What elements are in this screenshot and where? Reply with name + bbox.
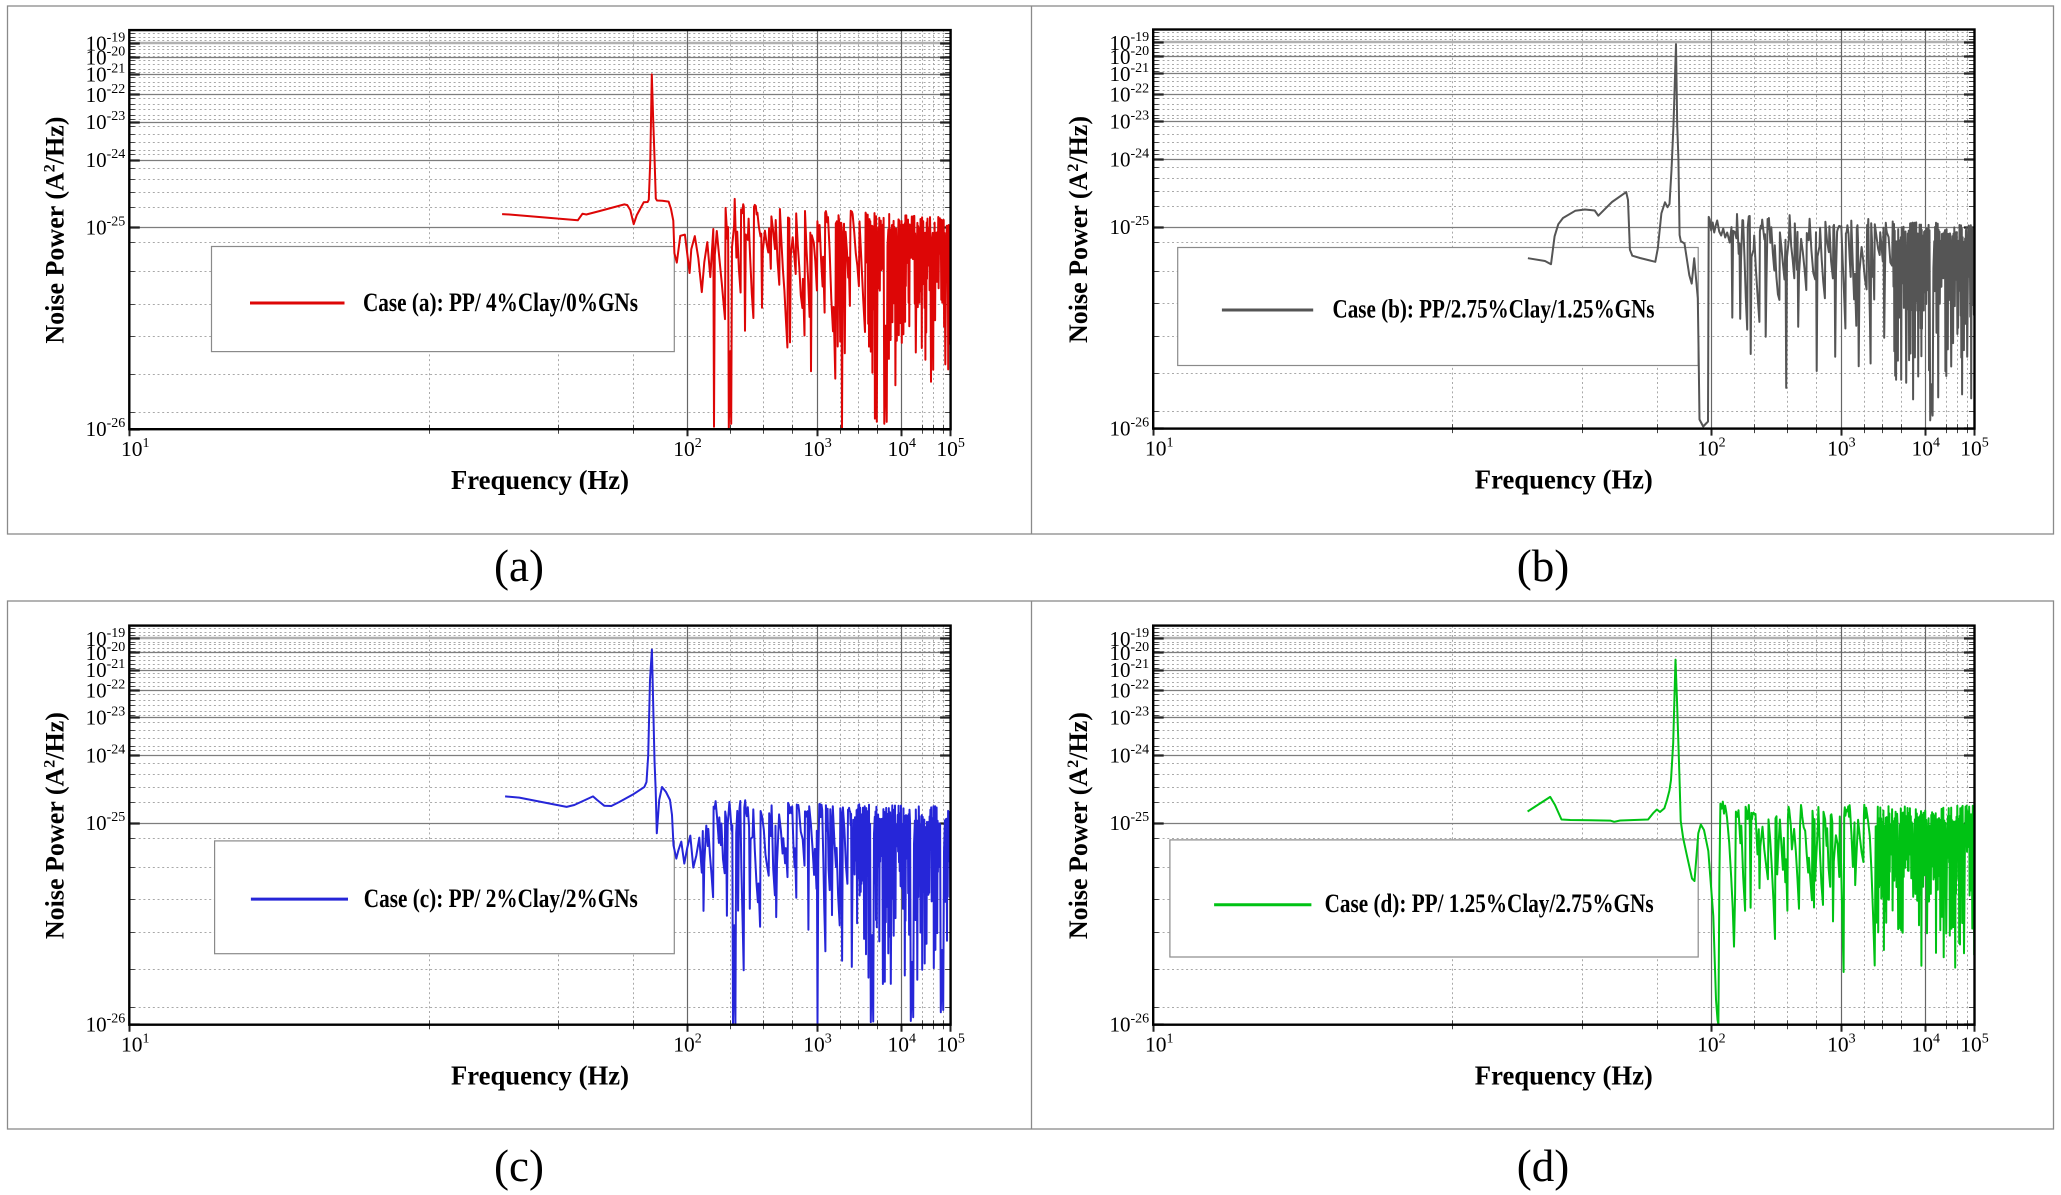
svg-text:(c): (c) bbox=[494, 1141, 544, 1191]
svg-text:10-21: 10-21 bbox=[1110, 657, 1150, 682]
svg-text:Case (b): PP/2.75%Clay/1.25%GN: Case (b): PP/2.75%Clay/1.25%GNs bbox=[1333, 295, 1655, 324]
svg-text:10-25: 10-25 bbox=[1110, 214, 1150, 239]
svg-text:10-20: 10-20 bbox=[1110, 44, 1150, 69]
svg-text:10-24: 10-24 bbox=[86, 743, 126, 768]
svg-text:10-20: 10-20 bbox=[86, 640, 126, 665]
svg-text:10-22: 10-22 bbox=[86, 678, 126, 703]
svg-text:10-22: 10-22 bbox=[1110, 678, 1150, 703]
svg-text:103: 103 bbox=[1827, 436, 1856, 461]
svg-text:10-19: 10-19 bbox=[86, 30, 126, 55]
svg-text:10-25: 10-25 bbox=[86, 810, 126, 835]
svg-text:Noise Power (A2/Hz): Noise Power (A2/Hz) bbox=[40, 117, 69, 344]
svg-text:Noise Power (A2/Hz): Noise Power (A2/Hz) bbox=[1064, 116, 1093, 343]
svg-text:(a): (a) bbox=[494, 541, 544, 591]
svg-text:(d): (d) bbox=[1517, 1141, 1569, 1191]
svg-text:(b): (b) bbox=[1517, 541, 1569, 591]
svg-text:10-24: 10-24 bbox=[1110, 743, 1150, 768]
svg-text:101: 101 bbox=[121, 1032, 150, 1057]
svg-text:Frequency (Hz): Frequency (Hz) bbox=[451, 465, 629, 495]
svg-text:104: 104 bbox=[888, 436, 917, 461]
svg-text:Noise Power (A2/Hz): Noise Power (A2/Hz) bbox=[40, 712, 69, 939]
svg-text:Case (c): PP/ 2%Clay/2%GNs: Case (c): PP/ 2%Clay/2%GNs bbox=[364, 884, 638, 913]
svg-text:Noise Power (A2/Hz): Noise Power (A2/Hz) bbox=[1064, 712, 1093, 939]
svg-text:10-19: 10-19 bbox=[86, 626, 126, 651]
svg-text:Case (a): PP/ 4%Clay/0%GNs: Case (a): PP/ 4%Clay/0%GNs bbox=[363, 288, 638, 317]
svg-text:Case (d): PP/ 1.25%Clay/2.75%G: Case (d): PP/ 1.25%Clay/2.75%GNs bbox=[1325, 889, 1654, 918]
svg-text:Frequency (Hz): Frequency (Hz) bbox=[1475, 465, 1653, 495]
svg-text:Frequency (Hz): Frequency (Hz) bbox=[451, 1061, 629, 1091]
svg-text:Frequency (Hz): Frequency (Hz) bbox=[1475, 1061, 1653, 1091]
